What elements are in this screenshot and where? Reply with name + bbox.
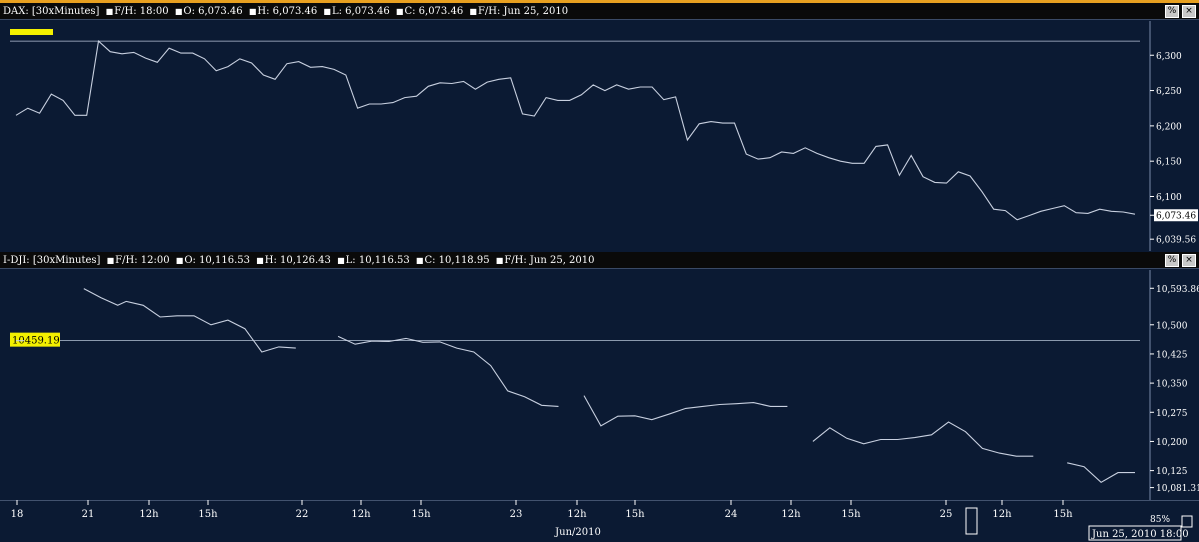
zoom-label: 85% — [1150, 515, 1170, 525]
y-tick-label: 10,425 — [1156, 350, 1188, 360]
dji-field-close: C: 10,118.95 — [424, 254, 490, 266]
x-tick-label: 25 — [940, 509, 953, 520]
dax-field-high: H: 6,073.46 — [257, 5, 318, 17]
y-tick-label: 10,350 — [1156, 380, 1188, 390]
zoom-toggle-button[interactable] — [1181, 515, 1193, 528]
x-tick-label: 21 — [82, 509, 95, 520]
dji-series-segment — [83, 288, 296, 353]
x-tick-label: 24 — [725, 509, 738, 520]
dji-panel-header: I-DJI: [30xMinutes] ■F/H: 12:00 ■O: 10,1… — [0, 252, 1199, 269]
x-tick-label: 15h — [411, 509, 431, 520]
dji-chart[interactable]: 10,593.86 10,500 10,425 10,350 10,275 10,200 1… — [0, 270, 1199, 500]
dji-highlight-label: 10459.19 — [12, 336, 60, 347]
dax-chart[interactable]: 6,300 6,250 6,200 6,150 6,100 6,073.46 6,039.5… — [0, 21, 1199, 251]
dax-field-open: O: 6,073.46 — [183, 5, 243, 17]
y-tick-label: 10,200 — [1156, 438, 1188, 448]
time-axis[interactable]: 18 21 12h 15h 22 12h 15h 23 12h 15h 24 12h 15h 25 12h 1… — [0, 499, 1199, 542]
dji-field-high: H: 10,126.43 — [264, 254, 331, 266]
dji-series-segment — [812, 421, 1034, 457]
x-tick-label: 15h — [841, 509, 861, 520]
y-tick-label: 6,250 — [1156, 87, 1182, 97]
cursor-date-label: Jun 25, 2010 18:00 — [1091, 529, 1189, 540]
x-tick-label: 12h — [781, 509, 801, 520]
dax-field-date: F/H: Jun 25, 2010 — [477, 5, 569, 17]
dax-field-close: C: 6,073.46 — [404, 5, 464, 17]
dax-panel-header: DAX: [30xMinutes] ■F/H: 18:00 ■O: 6,073.… — [0, 3, 1199, 20]
last-value-box — [1154, 209, 1198, 222]
y-tick-label: 6,150 — [1156, 158, 1182, 168]
y-tick-label: 10,081.31 — [1156, 484, 1199, 494]
x-tick-label: 15h — [198, 509, 218, 520]
dax-field-time: F/H: 18:00 — [114, 5, 169, 17]
timeline-scroll-handle[interactable] — [965, 507, 978, 535]
x-tick-label: 12h — [139, 509, 159, 520]
y-tick-label: 10,125 — [1156, 467, 1188, 477]
dji-title: I-DJI: [30xMinutes] — [3, 254, 101, 266]
dji-close-button[interactable]: × — [1182, 254, 1196, 267]
x-tick-label: 12h — [992, 509, 1012, 520]
x-tick-label: 18 — [11, 509, 24, 520]
y-tick-label: 10,275 — [1156, 409, 1188, 419]
x-tick-label: 15h — [1053, 509, 1073, 520]
dax-field-low: L: 6,073.46 — [331, 5, 390, 17]
x-tick-label: 12h — [351, 509, 371, 520]
dji-field-date: F/H: Jun 25, 2010 — [504, 254, 595, 266]
dji-series-segment — [337, 335, 559, 407]
x-tick-label: 15h — [625, 509, 645, 520]
y-tick-label: 10,593.86 — [1156, 285, 1199, 295]
x-tick-label: 23 — [510, 509, 523, 520]
x-tick-label: 12h — [567, 509, 587, 520]
dax-series-line — [15, 40, 1136, 221]
dji-field-time: F/H: 12:00 — [115, 254, 170, 266]
time-axis-svg: 18 21 12h 15h 22 12h 15h 23 12h 15h 24 12h 15h 25 12h 1… — [0, 499, 1199, 541]
dax-header-text: DAX: [30xMinutes] ■F/H: 18:00 ■O: 6,073.… — [3, 5, 569, 17]
y-tick-label: 6,100 — [1156, 193, 1182, 203]
dji-series-segment — [1067, 462, 1135, 483]
y-tick-label: 10,500 — [1156, 321, 1188, 331]
dax-close-button[interactable]: × — [1182, 5, 1196, 18]
dax-ref-highlight — [10, 29, 53, 35]
y-tick-label: 6,200 — [1156, 122, 1182, 132]
dji-percent-button[interactable]: % — [1165, 254, 1179, 267]
window-top-border — [0, 0, 1199, 3]
x-tick-label: 22 — [296, 509, 309, 520]
dax-percent-button[interactable]: % — [1165, 5, 1179, 18]
dax-title: DAX: [30xMinutes] — [3, 5, 100, 17]
month-label: Jun/2010 — [554, 527, 601, 538]
dji-chart-svg: 10,593.86 10,500 10,425 10,350 10,275 10,200 1… — [10, 270, 1199, 500]
dji-field-low: L: 10,116.53 — [345, 254, 410, 266]
y-tick-label: 6,300 — [1156, 52, 1182, 62]
dji-header-text: I-DJI: [30xMinutes] ■F/H: 12:00 ■O: 10,1… — [3, 254, 595, 266]
last-value-label: 6,073.46 — [1156, 212, 1196, 222]
dji-field-open: O: 10,116.53 — [184, 254, 250, 266]
dax-chart-svg: 6,300 6,250 6,200 6,150 6,100 6,073.46 6,039.5… — [10, 21, 1198, 251]
dji-series-segment — [583, 395, 788, 427]
cursor-date-box — [1088, 525, 1182, 541]
y-tick-label: 6,039.56 — [1156, 236, 1196, 246]
dji-highlight-box — [10, 332, 60, 347]
